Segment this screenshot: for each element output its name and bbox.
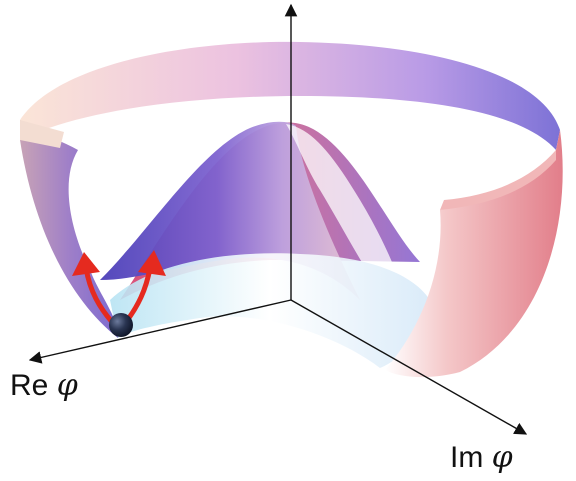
- right-bowl-wall: [385, 130, 563, 378]
- red-arrow-right-head: [138, 250, 166, 276]
- re-axis-symbol: φ: [56, 368, 78, 403]
- im-axis-line: [290, 299, 528, 435]
- ball-particle: [109, 313, 133, 337]
- trough-floor: [110, 253, 430, 368]
- im-axis-prefix: Im: [450, 441, 484, 474]
- left-bowl-wall: [20, 120, 119, 338]
- left-wall-edge: [20, 120, 64, 148]
- re-axis-label: Re φ: [10, 368, 78, 403]
- re-axis-prefix: Re: [10, 369, 49, 402]
- red-arrow-left-head: [72, 252, 100, 276]
- im-axis-label: Im φ: [450, 440, 513, 475]
- right-wall-top-edge: [440, 150, 556, 210]
- im-axis-symbol: φ: [491, 440, 513, 475]
- re-axis-line: [28, 299, 292, 364]
- rim-back-surface: [20, 41, 560, 150]
